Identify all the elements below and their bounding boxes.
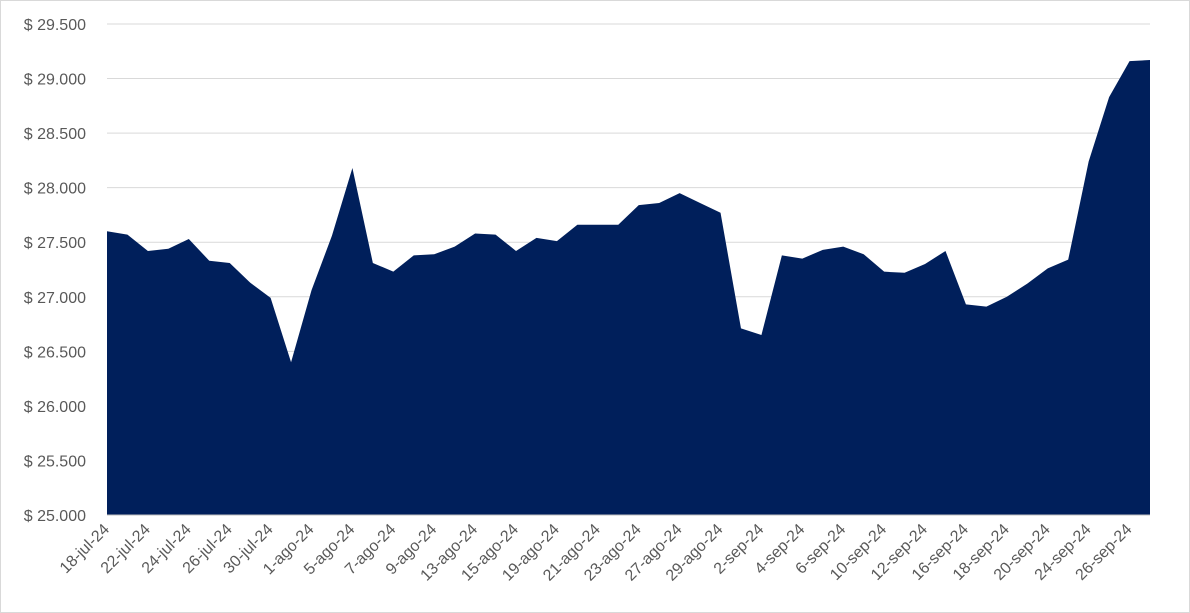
y-tick-label: $ 29.000	[24, 72, 86, 89]
y-tick-label: $ 27.500	[24, 235, 86, 252]
y-tick-label: $ 27.000	[24, 290, 86, 307]
y-tick-label: $ 25.000	[24, 508, 86, 525]
x-axis-tick-labels: 18-jul-2422-jul-2424-jul-2426-jul-2430-j…	[57, 521, 1136, 585]
y-tick-label: $ 26.500	[24, 344, 86, 361]
y-axis-tick-labels: $ 25.000 $ 25.500 $ 26.000 $ 26.500 $ 27.000…	[24, 17, 86, 525]
price-area-series	[107, 60, 1150, 515]
y-tick-label: $ 26.000	[24, 399, 86, 416]
y-tick-label: $ 28.500	[24, 126, 86, 143]
y-tick-label: $ 28.000	[24, 181, 86, 198]
y-tick-label: $ 29.500	[24, 17, 86, 34]
y-tick-label: $ 25.500	[24, 453, 86, 470]
